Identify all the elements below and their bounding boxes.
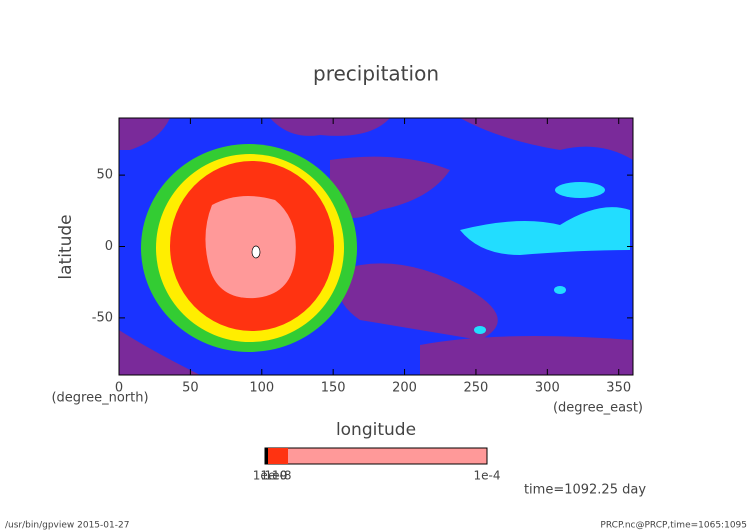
colorbar-label: 1e-4: [474, 469, 501, 483]
x-tick-label: 0: [115, 381, 123, 396]
colorbar-label: 1e-8: [265, 469, 292, 483]
x-units: (degree_east): [553, 401, 643, 416]
y-units: (degree_north): [51, 391, 148, 406]
x-tick-label: 350: [606, 381, 631, 396]
time-annotation: time=1092.25 day: [524, 483, 646, 498]
y-axis-label: latitude: [56, 214, 76, 279]
x-axis-label: longitude: [336, 420, 416, 440]
x-tick-label: 100: [249, 381, 274, 396]
footer-right: PRCP.nc@PRCP,time=1065:1095: [600, 521, 747, 531]
x-tick-label: 200: [392, 381, 417, 396]
x-tick-label: 250: [464, 381, 489, 396]
chart-title: precipitation: [313, 62, 439, 86]
x-tick-label: 300: [535, 381, 560, 396]
y-tick-label: 0: [105, 239, 113, 254]
contour-field: [119, 118, 633, 375]
colorbar-label: 1e-10: [253, 469, 288, 483]
colorbar-label: 1e-9: [261, 469, 288, 483]
x-tick-label: 150: [321, 381, 346, 396]
x-tick-label: 50: [182, 381, 199, 396]
colorbar: [264, 447, 488, 465]
y-tick-label: 50: [96, 168, 113, 183]
y-tick-label: -50: [92, 310, 113, 325]
footer-left: /usr/bin/gpview 2015-01-27: [5, 521, 129, 531]
